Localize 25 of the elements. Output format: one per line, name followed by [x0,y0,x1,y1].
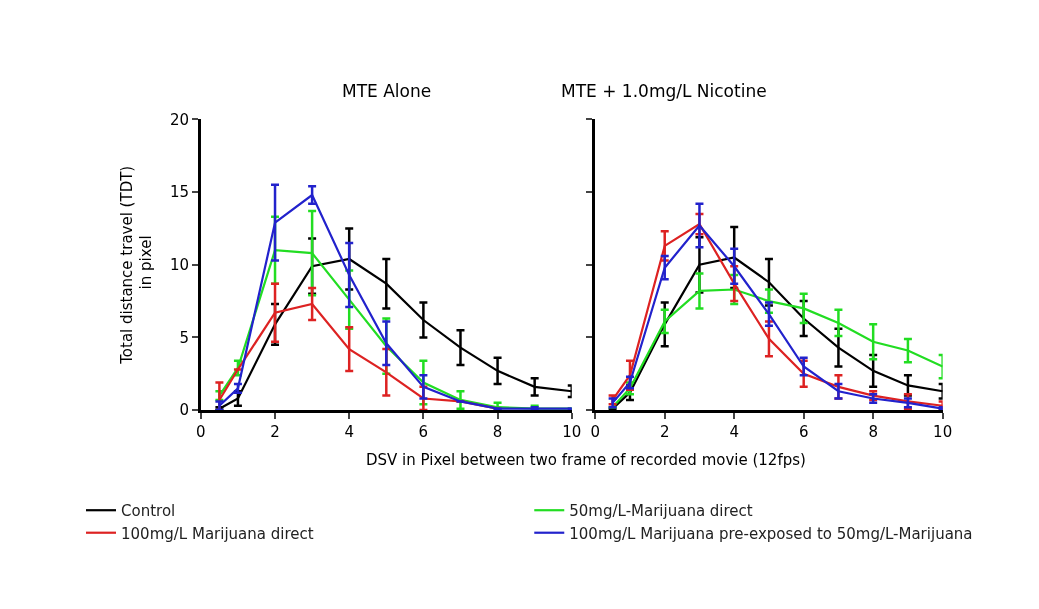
x-tick-label: 4 [344,422,354,441]
x-tick-label: 8 [868,422,878,441]
x-tick-label: 6 [418,422,429,441]
y-tick-label: 20 [170,110,190,129]
x-tick-label: 0 [196,422,206,441]
x-tick-label: 10 [562,422,582,441]
chart-title: MTE + 1.0mg/L Nicotine [561,81,767,101]
legend-label: 100mg/L Marijuana direct [121,524,314,543]
x-tick-label: 4 [729,422,739,441]
x-tick-label: 2 [659,422,670,441]
x-tick-label: 0 [590,422,600,441]
y-tick-label: 0 [179,401,190,420]
x-axis-title: DSV in Pixel between two frame of recorded movie (12fps) [366,451,806,469]
y-axis-title: Total distance travel (TDT) in pixel [117,165,156,365]
y-tick-label: 10 [170,256,190,275]
chart-title: MTE Alone [342,81,432,101]
x-tick-label: 6 [798,422,809,441]
x-tick-label: 8 [492,422,503,441]
x-tick-label: 2 [270,422,280,441]
legend-label: Control [121,502,176,521]
x-tick-label: 10 [933,422,953,441]
legend-label: 50mg/L-Marijuana direct [569,502,753,521]
y-tick-label: 5 [179,328,190,347]
legend-label: 100mg/L Marijuana pre-exposed to 50mg/L-Marijuana [569,524,973,543]
y-tick-label: 15 [170,183,190,202]
